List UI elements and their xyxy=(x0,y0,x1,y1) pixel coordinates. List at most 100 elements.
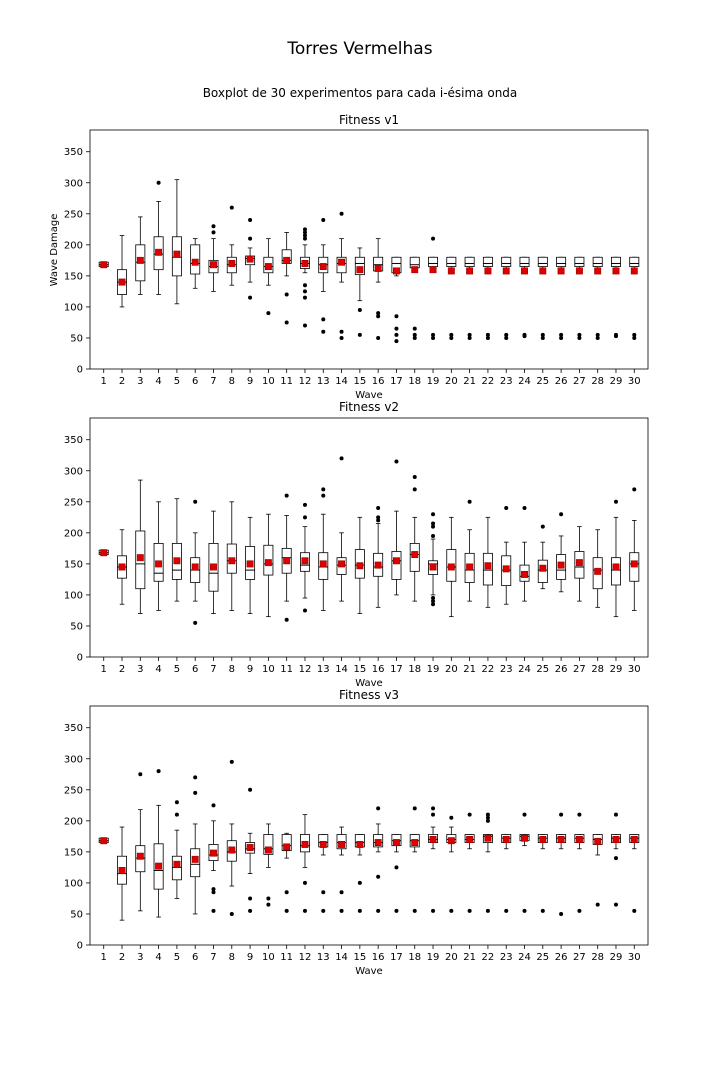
outlier-point xyxy=(559,332,564,337)
mean-marker xyxy=(338,560,346,568)
iqr-box xyxy=(281,834,292,852)
x-tick-label: 27 xyxy=(573,952,586,963)
box-wave-15 xyxy=(354,516,365,614)
outlier-point xyxy=(211,890,216,895)
box-wave-8 xyxy=(226,501,237,611)
mean-marker xyxy=(484,834,492,842)
outlier-point xyxy=(449,335,454,340)
outlier-point xyxy=(412,806,417,811)
y-tick-label: 100 xyxy=(64,590,83,601)
outlier-point xyxy=(394,459,399,464)
outlier-point xyxy=(431,599,436,604)
box-wave-16 xyxy=(373,238,384,340)
mean-marker xyxy=(155,560,163,568)
x-tick-label: 17 xyxy=(390,664,403,675)
x-tick-label: 11 xyxy=(280,952,293,963)
x-tick-label: 30 xyxy=(628,664,641,675)
x-tick-label: 18 xyxy=(408,952,421,963)
outlier-point xyxy=(229,911,234,916)
box-wave-29 xyxy=(611,812,621,907)
outlier-point xyxy=(376,506,381,511)
x-tick-label: 16 xyxy=(372,952,385,963)
outlier-point xyxy=(595,332,600,337)
outlier-point xyxy=(339,329,344,334)
x-tick-label: 3 xyxy=(137,664,143,675)
mean-marker xyxy=(356,266,364,274)
mean-marker xyxy=(521,834,528,842)
outlier-point xyxy=(412,326,417,331)
box-wave-1 xyxy=(98,837,109,845)
mean-marker xyxy=(118,563,126,571)
x-tick-label: 17 xyxy=(390,376,403,387)
box-wave-22 xyxy=(482,516,493,608)
mean-marker xyxy=(228,846,236,854)
mean-marker xyxy=(100,261,108,269)
outlier-point xyxy=(211,887,216,892)
box-wave-3 xyxy=(135,772,146,912)
x-tick-label: 10 xyxy=(262,952,275,963)
outlier-point xyxy=(504,506,509,511)
mean-marker xyxy=(374,561,382,569)
outlier-point xyxy=(174,812,179,817)
x-tick-label: 5 xyxy=(174,952,180,963)
mean-marker xyxy=(173,557,181,565)
mean-marker xyxy=(246,560,254,568)
outlier-point xyxy=(302,233,307,238)
box-wave-23 xyxy=(501,256,512,340)
outlier-point xyxy=(248,787,253,792)
mean-marker xyxy=(411,839,419,847)
box-wave-8 xyxy=(226,759,237,916)
mean-marker xyxy=(319,840,327,848)
outlier-point xyxy=(321,487,326,492)
box-wave-7 xyxy=(208,224,219,292)
outlier-point xyxy=(394,314,399,319)
x-tick-label: 4 xyxy=(155,376,161,387)
outlier-point xyxy=(302,608,307,613)
outlier-point xyxy=(431,596,436,601)
outlier-point xyxy=(485,335,490,340)
y-tick-label: 100 xyxy=(64,878,83,889)
mean-marker xyxy=(246,844,254,851)
y-tick-label: 150 xyxy=(64,271,83,282)
mean-marker xyxy=(136,852,144,860)
mean-marker xyxy=(301,260,309,267)
panel-title: Fitness v3 xyxy=(339,688,399,702)
outlier-point xyxy=(394,332,399,337)
outlier-point xyxy=(504,908,509,913)
outlier-point xyxy=(321,329,326,334)
mean-marker xyxy=(392,557,400,565)
mean-marker xyxy=(411,266,419,274)
outlier-point xyxy=(193,620,198,625)
y-tick-label: 150 xyxy=(64,847,83,858)
mean-marker xyxy=(264,559,272,567)
outlier-point xyxy=(431,908,436,913)
x-tick-label: 11 xyxy=(280,664,293,675)
outlier-point xyxy=(577,812,582,817)
y-tick-label: 350 xyxy=(64,435,83,446)
outlier-point xyxy=(632,908,637,913)
outlier-point xyxy=(138,772,143,777)
y-tick-label: 300 xyxy=(64,178,83,189)
outlier-point xyxy=(339,335,344,340)
mean-marker xyxy=(447,837,455,845)
box-wave-2 xyxy=(117,826,127,921)
x-tick-label: 14 xyxy=(335,952,348,963)
y-tick-label: 150 xyxy=(64,559,83,570)
x-tick-label: 19 xyxy=(427,952,440,963)
mean-marker xyxy=(484,267,492,275)
outlier-point xyxy=(431,812,436,817)
outlier-point xyxy=(302,880,307,885)
x-axis-label: Wave xyxy=(355,678,382,689)
mean-marker xyxy=(118,278,126,286)
x-tick-label: 13 xyxy=(317,376,330,387)
mean-marker xyxy=(575,836,583,843)
outlier-point xyxy=(284,320,289,325)
box-wave-11 xyxy=(281,493,292,622)
outlier-point xyxy=(449,815,454,820)
box-wave-3 xyxy=(135,216,146,295)
x-axis-label: Wave xyxy=(355,966,382,977)
x-tick-label: 29 xyxy=(610,376,623,387)
outlier-point xyxy=(485,332,490,337)
